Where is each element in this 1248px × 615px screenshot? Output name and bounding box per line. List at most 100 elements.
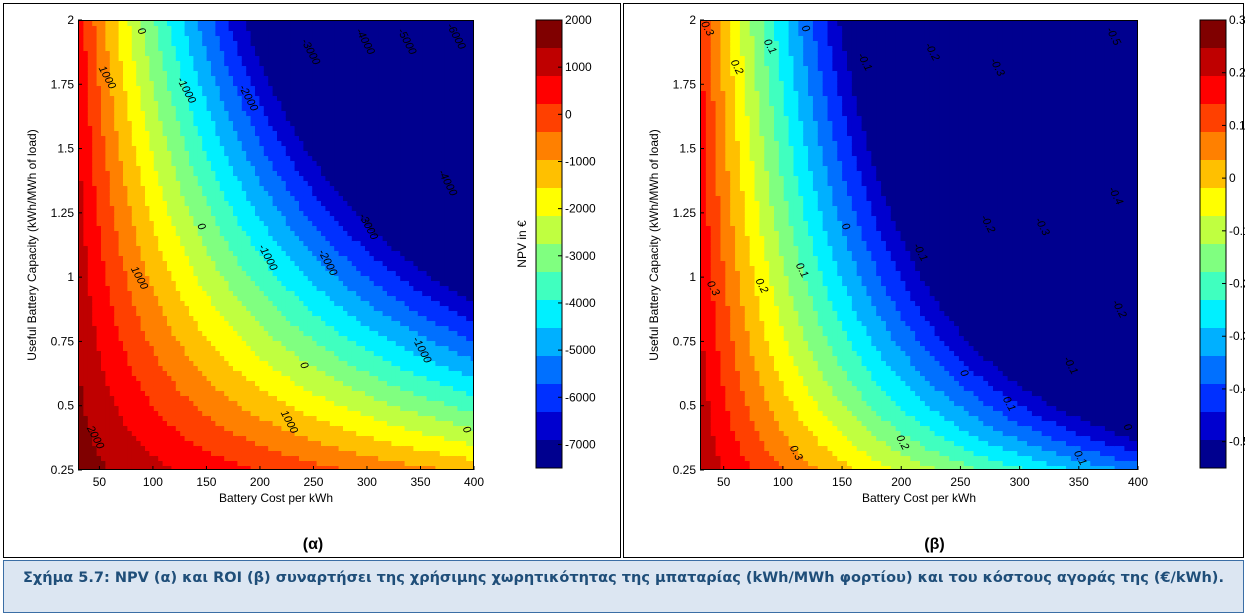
contour-cell — [193, 51, 199, 57]
contour-cell — [299, 31, 304, 37]
contour-cell — [105, 121, 111, 127]
contour-cell — [162, 106, 168, 112]
contour-cell — [246, 396, 252, 402]
contour-cell — [316, 116, 322, 122]
contour-cell — [281, 96, 287, 102]
contour-cell — [158, 181, 164, 187]
contour-cell — [307, 201, 313, 207]
contour-cell — [96, 46, 102, 52]
contour-cell — [241, 281, 247, 287]
contour-cell — [294, 61, 300, 67]
contour-cell — [114, 241, 120, 247]
contour-cell — [215, 396, 221, 402]
contour-cell — [228, 461, 234, 467]
contour-cell — [193, 431, 199, 437]
contour-cell — [321, 246, 326, 252]
contour-cell — [277, 131, 282, 137]
contour-cell — [171, 56, 177, 62]
contour-cell — [228, 286, 234, 292]
contour-cell — [79, 216, 84, 222]
contour-cell — [246, 216, 252, 222]
contour-cell — [281, 366, 287, 372]
contour-cell — [171, 161, 177, 167]
contour-cell — [189, 196, 194, 202]
contour-cell — [312, 321, 318, 327]
contour-cell — [131, 41, 137, 47]
contour-cell — [303, 66, 309, 72]
contour-cell — [140, 406, 146, 412]
contour-cell — [197, 431, 203, 437]
contour-cell — [246, 31, 252, 37]
contour-cell — [277, 216, 282, 222]
contour-cell — [263, 256, 269, 262]
contour-cell — [233, 186, 238, 192]
contour-cell — [184, 276, 190, 282]
contour-cell — [153, 396, 159, 402]
contour-cell — [140, 451, 146, 457]
contour-cell — [272, 361, 278, 367]
contour-cell — [145, 266, 150, 272]
contour-cell — [268, 166, 274, 172]
contour-cell — [224, 21, 230, 27]
contour-cell — [184, 226, 190, 232]
contour-cell — [268, 286, 274, 292]
contour-cell — [118, 271, 124, 277]
contour-cell — [211, 166, 216, 172]
contour-cell — [250, 61, 256, 67]
contour-cell — [299, 441, 304, 447]
contour-cell — [158, 246, 164, 252]
contour-cell — [294, 176, 300, 182]
contour-cell — [140, 66, 146, 72]
contour-cell — [101, 101, 106, 107]
contour-cell — [184, 446, 190, 452]
contour-cell — [184, 26, 190, 32]
contour-cell — [219, 151, 225, 157]
contour-cell — [153, 231, 159, 237]
contour-cell — [219, 111, 225, 117]
contour-cell — [290, 201, 296, 207]
contour-cell — [206, 456, 212, 462]
contour-cell — [228, 356, 234, 362]
contour-cell — [268, 161, 274, 167]
contour-cell — [211, 396, 216, 402]
contour-cell — [263, 201, 269, 207]
contour-cell — [281, 316, 287, 322]
contour-cell — [145, 191, 150, 197]
contour-cell — [202, 306, 208, 312]
contour-cell — [321, 146, 326, 152]
contour-cell — [241, 241, 247, 247]
contour-cell — [215, 126, 221, 132]
contour-cell — [233, 286, 238, 292]
contour-cell — [83, 316, 89, 322]
contour-cell — [206, 441, 212, 447]
contour-cell — [228, 451, 234, 457]
contour-cell — [87, 181, 93, 187]
contour-cell — [136, 146, 142, 152]
contour-cell — [233, 416, 238, 422]
contour-cell — [215, 56, 221, 62]
contour-cell — [316, 221, 322, 227]
contour-cell — [162, 296, 168, 302]
contour-cell — [189, 281, 194, 287]
contour-cell — [114, 276, 120, 282]
contour-cell — [211, 136, 216, 142]
contour-cell — [87, 306, 93, 312]
contour-cell — [233, 156, 238, 162]
contour-cell — [175, 136, 181, 142]
contour-cell — [162, 31, 168, 37]
contour-cell — [105, 436, 111, 442]
contour-cell — [109, 371, 115, 377]
contour-cell — [180, 231, 186, 237]
contour-cell — [79, 331, 84, 337]
contour-cell — [136, 251, 142, 257]
contour-cell — [290, 81, 296, 87]
contour-cell — [241, 306, 247, 312]
contour-cell — [83, 426, 89, 432]
contour-cell — [250, 451, 256, 457]
contour-cell — [303, 136, 309, 142]
contour-cell — [272, 196, 278, 202]
contour-cell — [105, 56, 111, 62]
contour-cell — [109, 376, 115, 382]
contour-cell — [101, 266, 106, 272]
contour-cell — [272, 221, 278, 227]
